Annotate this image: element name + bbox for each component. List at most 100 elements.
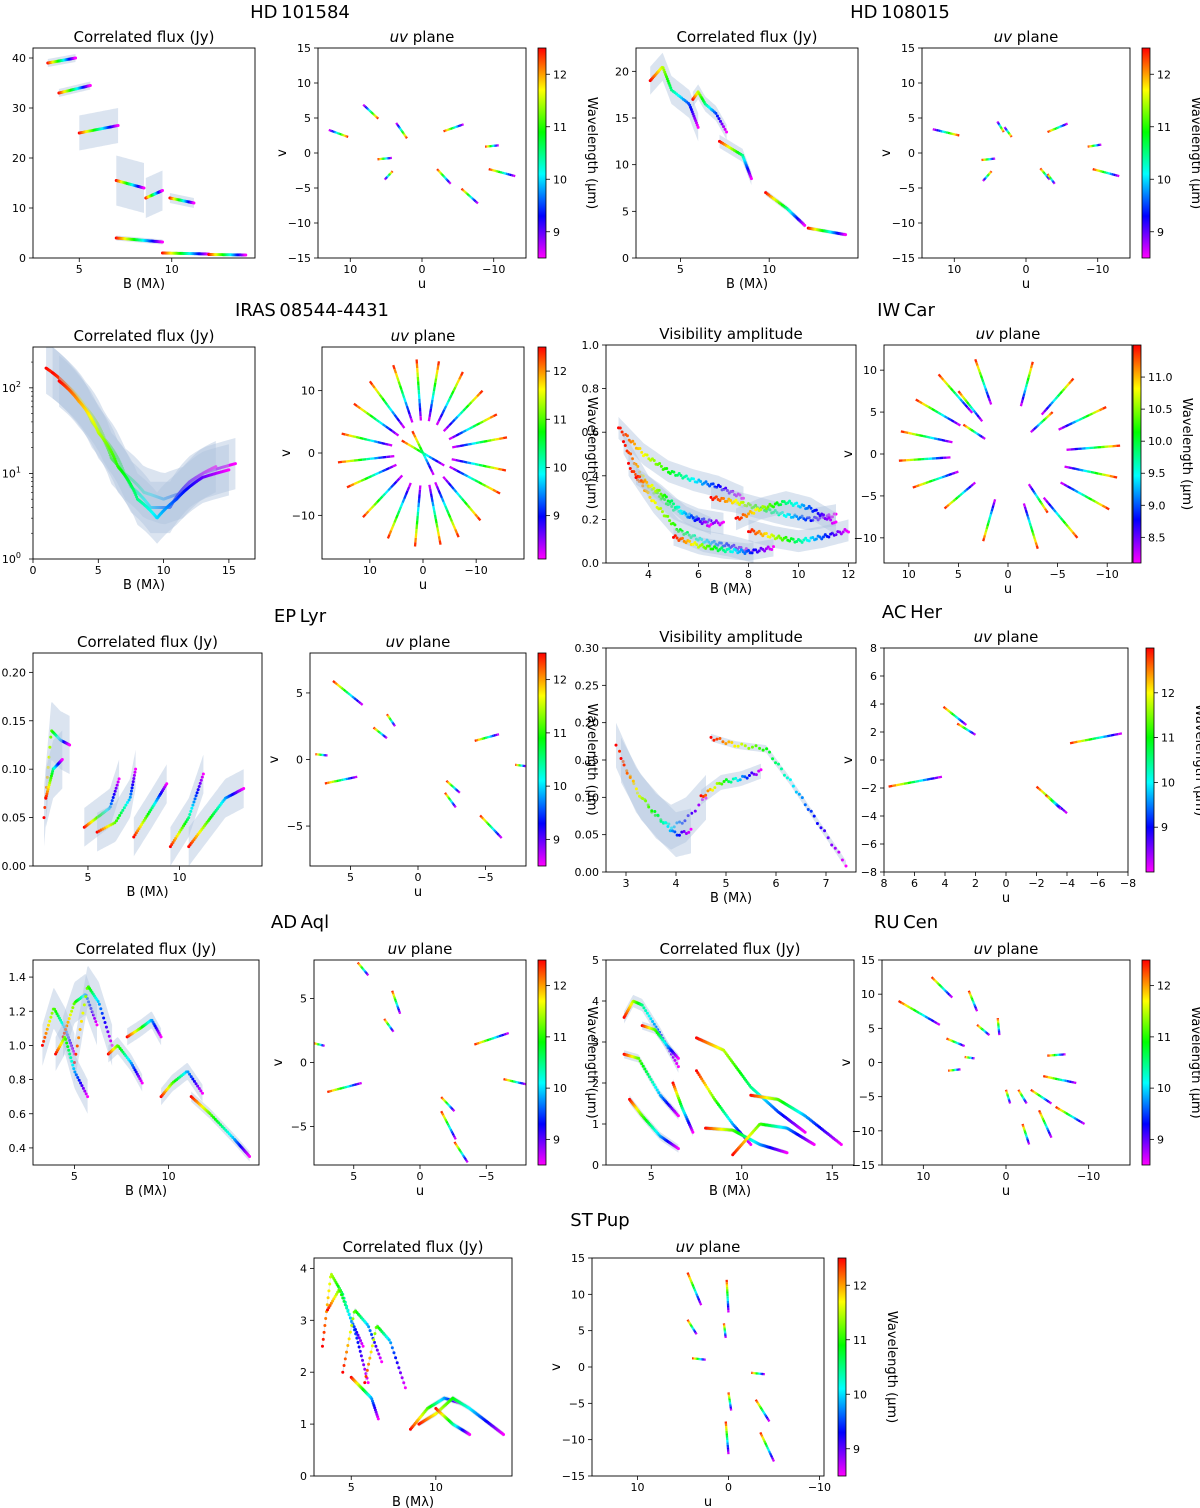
colorbar-label: Wavelength (μm) [1179,398,1194,510]
uv-track-segment [384,442,389,446]
data-point [342,1364,346,1368]
data-point [709,522,713,526]
uv-track-segment [924,404,930,408]
uv-track-segment [429,488,433,494]
v-axis-label: v [879,149,894,157]
data-point [691,516,695,520]
data-point [730,741,734,745]
uv-track-segment [949,995,954,999]
uv-track-segment [388,1025,392,1028]
uv-track-segment [359,436,364,440]
uv-track-segment [935,477,940,481]
uv-track-segment [1019,402,1023,407]
data-point [365,1368,369,1372]
eplyr-uv-frame [309,652,527,867]
uv-track-segment [383,400,389,406]
uv-track-segment [1022,393,1026,397]
uv-track-segment [947,709,951,713]
uv-track-segment [391,430,397,435]
data-point [754,744,758,748]
uv-track-segment [386,1022,390,1026]
data-point [690,811,694,815]
data-point [675,536,679,540]
uv-track-segment [490,825,494,830]
iras08544-left-marks [44,347,237,544]
data-point [803,1130,807,1134]
uv-track-segment [467,194,471,197]
data-point [752,511,756,515]
x-axis-label: B (Mλ) [125,1184,167,1199]
uv-track-segment [387,174,391,177]
uv-track-segment [444,792,447,795]
uv-track-segment [442,427,448,432]
uv-track-segment [441,173,444,177]
uv-track-segment [443,1099,446,1102]
data-point [838,530,842,534]
uv-track-segment [453,786,456,790]
data-point [811,535,815,539]
uv-track-segment [429,403,433,409]
data-point [685,530,689,534]
data-point [833,846,837,850]
data-point [74,1052,78,1056]
adaql-uv-xtick-label: 0 [417,1170,424,1183]
uv-track-segment [443,175,446,179]
uv-track-segment [326,1090,331,1094]
uv-track-segment [385,713,389,716]
data-point [622,440,625,444]
data-point [749,177,753,181]
data-point [361,1344,365,1348]
uv-track-segment [394,372,399,378]
data-point [668,471,672,475]
data-point [130,786,134,790]
data-point [61,1023,65,1027]
u-axis-label: u [414,885,422,900]
uv-track-segment [1071,531,1076,536]
uv-track-segment [979,1026,983,1030]
data-point [67,1048,71,1052]
uv-track-segment [462,1154,465,1158]
data-point [195,791,199,795]
iras08544-left-xtick-label: 5 [95,564,102,577]
uv-track-segment [926,435,931,439]
uv-track-segment [1020,399,1024,404]
uv-track-segment [466,504,471,509]
uv-track-segment [1022,1098,1026,1101]
uv-track-segment [922,778,927,782]
v-axis-label: v [841,450,856,458]
uv-track-segment [467,401,473,406]
uv-track-segment [366,107,370,111]
uv-track-segment [488,486,494,491]
uv-track-segment [468,195,472,198]
uv-track-segment [931,407,936,412]
data-point [55,1012,59,1016]
data-point [129,789,133,793]
u-axis-label: u [1002,891,1010,906]
data-point [725,489,729,493]
uv-track-segment [989,510,993,515]
uv-track-segment [985,525,989,530]
u-axis-label: u [416,1184,424,1199]
data-point [791,784,795,788]
uv-track-segment [391,721,394,724]
uv-track-segment [356,405,361,410]
data-point [619,756,623,760]
uv-track-segment [418,446,423,451]
uv-track-segment [396,377,400,382]
uv-track-segment [985,391,989,396]
uv-track-segment [396,123,399,126]
adaql-uv-tracks [314,961,526,1164]
uv-track-segment [1094,168,1097,172]
stpup-uv-ytick-label: −10 [562,1434,585,1447]
data-point [646,490,650,494]
data-point [67,1038,71,1042]
uv-track-segment [967,426,971,430]
uv-track-segment [459,1150,463,1153]
uv-track-segment [900,430,905,434]
data-point [114,819,118,823]
data-point [782,773,786,777]
data-point [104,1025,108,1029]
x-axis-label: B (Mλ) [709,1184,751,1199]
data-point [65,1041,69,1045]
